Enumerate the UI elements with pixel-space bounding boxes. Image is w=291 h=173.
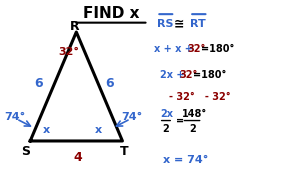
Text: =: = (176, 116, 184, 126)
Text: x: x (42, 125, 50, 135)
Text: 148°: 148° (182, 109, 208, 119)
Text: ≅: ≅ (173, 17, 184, 30)
Text: x: x (94, 125, 102, 135)
Text: T: T (120, 145, 128, 158)
Text: S: S (21, 145, 30, 158)
Text: 4: 4 (73, 152, 82, 165)
Text: - 32°   - 32°: - 32° - 32° (168, 92, 230, 102)
Text: FIND x: FIND x (83, 6, 139, 21)
Text: 32°: 32° (187, 44, 206, 54)
Text: 74°: 74° (4, 112, 26, 122)
Text: 2x: 2x (160, 109, 173, 119)
Text: 6: 6 (35, 77, 43, 90)
Text: x = 74°: x = 74° (163, 155, 208, 165)
Text: 32°: 32° (180, 70, 198, 80)
Text: 2: 2 (163, 124, 169, 134)
Text: R: R (70, 20, 80, 33)
Text: =180°: =180° (201, 44, 234, 54)
Text: 2: 2 (189, 124, 196, 134)
Text: RS: RS (157, 19, 173, 29)
Text: RT: RT (190, 19, 206, 29)
Text: 6: 6 (105, 77, 114, 90)
Text: 74°: 74° (121, 112, 142, 122)
Text: 2x +: 2x + (160, 70, 184, 80)
Text: =180°: =180° (193, 70, 226, 80)
Text: 32°: 32° (58, 47, 80, 57)
Text: x + x +: x + x + (154, 44, 193, 54)
